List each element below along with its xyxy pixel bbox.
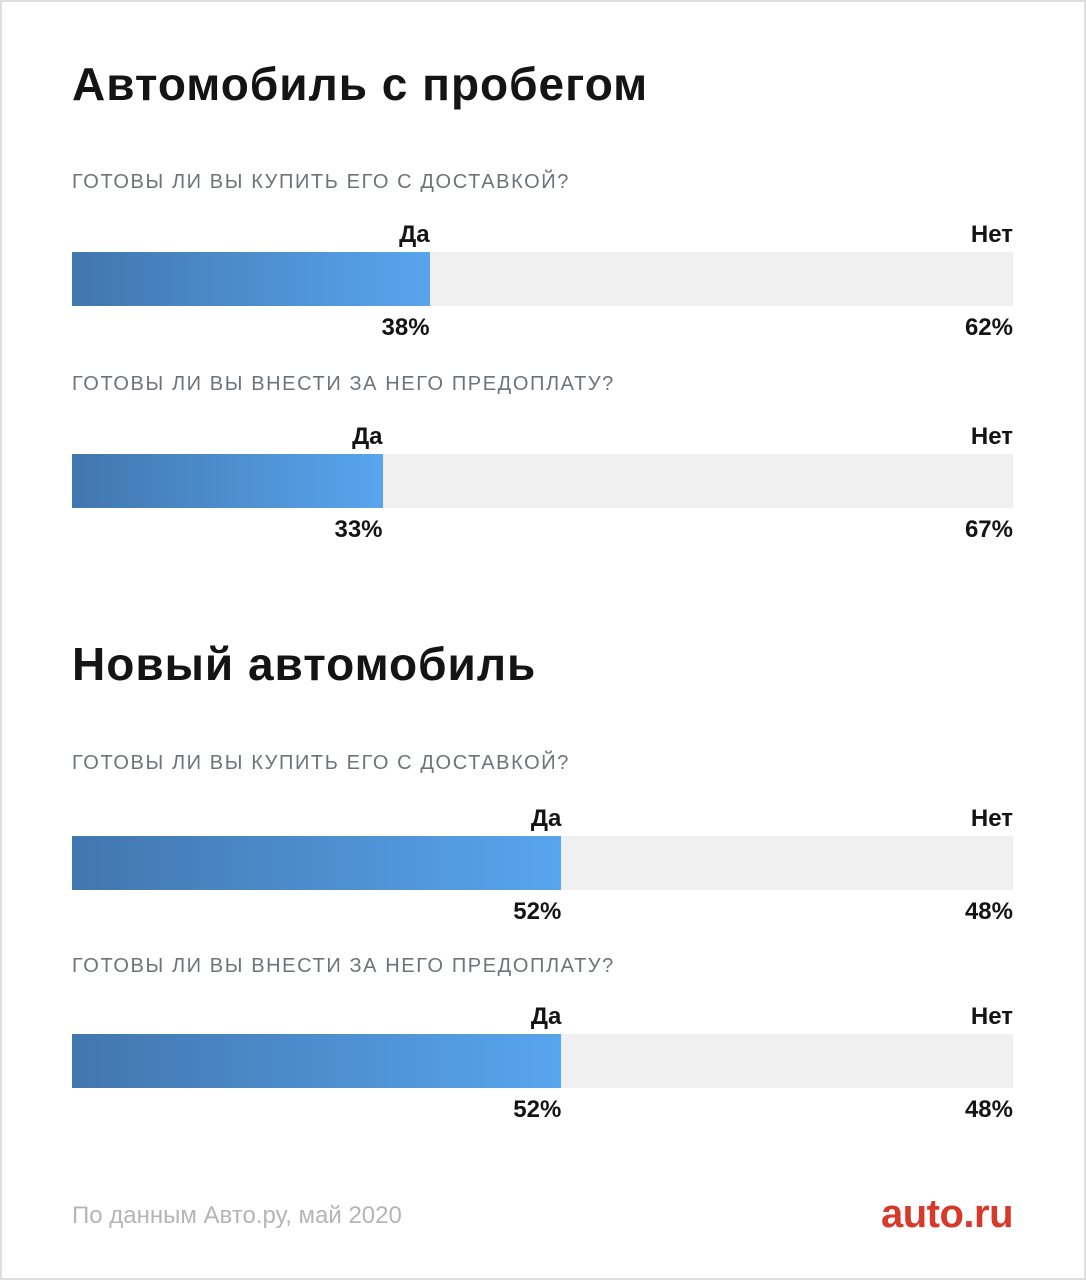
- bar-axis-labels: Да Нет: [72, 1004, 1013, 1034]
- question-label-used-prepay: ГОТОВЫ ЛИ ВЫ ВНЕСТИ ЗА НЕГО ПРЕДОПЛАТУ?: [72, 373, 615, 395]
- bar-fill: [72, 1034, 562, 1088]
- section-title-used-car: Автомобиль с пробегом: [72, 58, 649, 110]
- yes-axis-label: Да: [530, 1003, 562, 1030]
- yes-value-label: 52%: [513, 1096, 562, 1123]
- no-axis-label: Нет: [970, 1003, 1013, 1030]
- chart-new-delivery: Да Нет 52% 48%: [72, 806, 1013, 925]
- bar-track: [72, 252, 1013, 306]
- bar-axis-labels: Да Нет: [72, 222, 1013, 252]
- chart-used-prepay: Да Нет 33% 67%: [72, 424, 1013, 543]
- yes-value-wrap: 52%: [72, 1097, 561, 1123]
- yes-value-label: 33%: [334, 516, 383, 543]
- bar-fill: [72, 836, 562, 890]
- question-label-used-delivery: ГОТОВЫ ЛИ ВЫ КУПИТЬ ЕГО С ДОСТАВКОЙ?: [72, 171, 570, 193]
- no-axis-label: Нет: [970, 805, 1013, 832]
- bar-values: 52% 48%: [72, 899, 1013, 925]
- yes-value-wrap: 33%: [72, 516, 383, 543]
- bar-fill: [72, 454, 383, 508]
- bar-values: 38% 62%: [72, 315, 1013, 341]
- yes-value-wrap: 38%: [72, 315, 430, 341]
- yes-label-wrap: Да: [72, 806, 561, 836]
- chart-used-delivery: Да Нет 38% 62%: [72, 222, 1013, 341]
- yes-axis-label: Да: [399, 221, 430, 248]
- bar-values: 52% 48%: [72, 1097, 1013, 1123]
- yes-value-label: 38%: [381, 314, 430, 341]
- no-axis-label: Нет: [970, 221, 1013, 248]
- no-value-label: 67%: [964, 516, 1013, 543]
- yes-label-wrap: Да: [72, 221, 430, 252]
- bar-axis-labels: Да Нет: [72, 806, 1013, 836]
- bar-track: [72, 454, 1013, 508]
- question-label-new-delivery: ГОТОВЫ ЛИ ВЫ КУПИТЬ ЕГО С ДОСТАВКОЙ?: [72, 752, 570, 774]
- chart-new-prepay: Да Нет 52% 48%: [72, 1004, 1013, 1123]
- no-axis-label: Нет: [970, 423, 1013, 450]
- autoru-logo: auto.ru: [880, 1192, 1014, 1236]
- yes-axis-label: Да: [530, 805, 562, 832]
- yes-label-wrap: Да: [72, 1004, 561, 1034]
- no-value-label: 62%: [964, 314, 1013, 341]
- bar-fill: [72, 252, 430, 306]
- yes-label-wrap: Да: [72, 423, 383, 454]
- bar-values: 33% 67%: [72, 517, 1013, 543]
- yes-value-wrap: 52%: [72, 899, 561, 925]
- section-title-new-car: Новый автомобиль: [72, 638, 537, 690]
- bar-axis-labels: Да Нет: [72, 424, 1013, 454]
- bar-track: [72, 836, 1013, 890]
- no-value-label: 48%: [964, 898, 1013, 925]
- yes-axis-label: Да: [352, 423, 383, 450]
- footer-source-text: По данным Авто.ру, май 2020: [72, 1202, 402, 1229]
- no-value-label: 48%: [964, 1096, 1013, 1123]
- yes-value-label: 52%: [513, 898, 562, 925]
- question-label-new-prepay: ГОТОВЫ ЛИ ВЫ ВНЕСТИ ЗА НЕГО ПРЕДОПЛАТУ?: [72, 955, 615, 977]
- bar-track: [72, 1034, 1013, 1088]
